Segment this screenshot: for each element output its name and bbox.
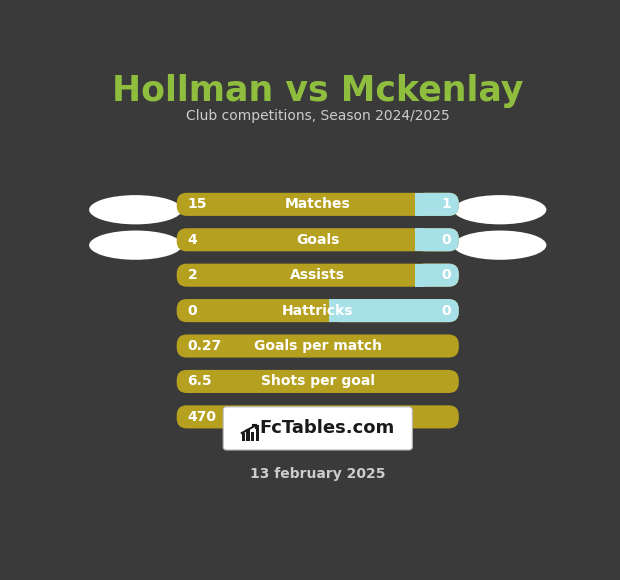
- Text: 2: 2: [187, 268, 197, 282]
- Bar: [415, 193, 425, 216]
- Text: Matches: Matches: [285, 197, 351, 211]
- Bar: [415, 264, 425, 287]
- Bar: [247, 429, 249, 441]
- FancyBboxPatch shape: [223, 407, 412, 450]
- Text: 15: 15: [187, 197, 207, 211]
- Bar: [242, 433, 245, 441]
- Text: 6.5: 6.5: [187, 375, 212, 389]
- Text: 1: 1: [441, 197, 451, 211]
- FancyBboxPatch shape: [415, 193, 459, 216]
- Ellipse shape: [453, 195, 546, 224]
- FancyBboxPatch shape: [177, 335, 459, 358]
- FancyBboxPatch shape: [415, 228, 459, 251]
- Text: 0: 0: [441, 233, 451, 246]
- Bar: [415, 228, 425, 251]
- Ellipse shape: [89, 195, 182, 224]
- Text: 13 february 2025: 13 february 2025: [250, 467, 386, 481]
- Text: 0: 0: [441, 268, 451, 282]
- Text: Shots per goal: Shots per goal: [261, 375, 374, 389]
- Text: Goals per match: Goals per match: [254, 339, 382, 353]
- Text: 0: 0: [187, 303, 197, 318]
- Bar: [251, 432, 254, 441]
- FancyBboxPatch shape: [177, 405, 459, 429]
- Text: 470: 470: [187, 410, 216, 424]
- FancyBboxPatch shape: [177, 299, 459, 322]
- Bar: [255, 425, 259, 441]
- Text: Club competitions, Season 2024/2025: Club competitions, Season 2024/2025: [186, 109, 450, 123]
- Text: Goals: Goals: [296, 233, 339, 246]
- Text: 0.27: 0.27: [187, 339, 222, 353]
- FancyBboxPatch shape: [415, 264, 459, 287]
- Text: Min per goal: Min per goal: [269, 410, 366, 424]
- FancyBboxPatch shape: [177, 370, 459, 393]
- Text: Hollman vs Mckenlay: Hollman vs Mckenlay: [112, 74, 523, 108]
- Bar: [329, 299, 339, 322]
- Text: 0: 0: [441, 303, 451, 318]
- Ellipse shape: [89, 230, 182, 260]
- Ellipse shape: [453, 230, 546, 260]
- FancyBboxPatch shape: [329, 299, 459, 322]
- FancyBboxPatch shape: [177, 193, 459, 216]
- FancyBboxPatch shape: [177, 228, 459, 251]
- Text: FcTables.com: FcTables.com: [259, 419, 395, 437]
- Text: 4: 4: [187, 233, 197, 246]
- Text: Assists: Assists: [290, 268, 345, 282]
- Text: Hattricks: Hattricks: [282, 303, 353, 318]
- FancyBboxPatch shape: [177, 264, 459, 287]
